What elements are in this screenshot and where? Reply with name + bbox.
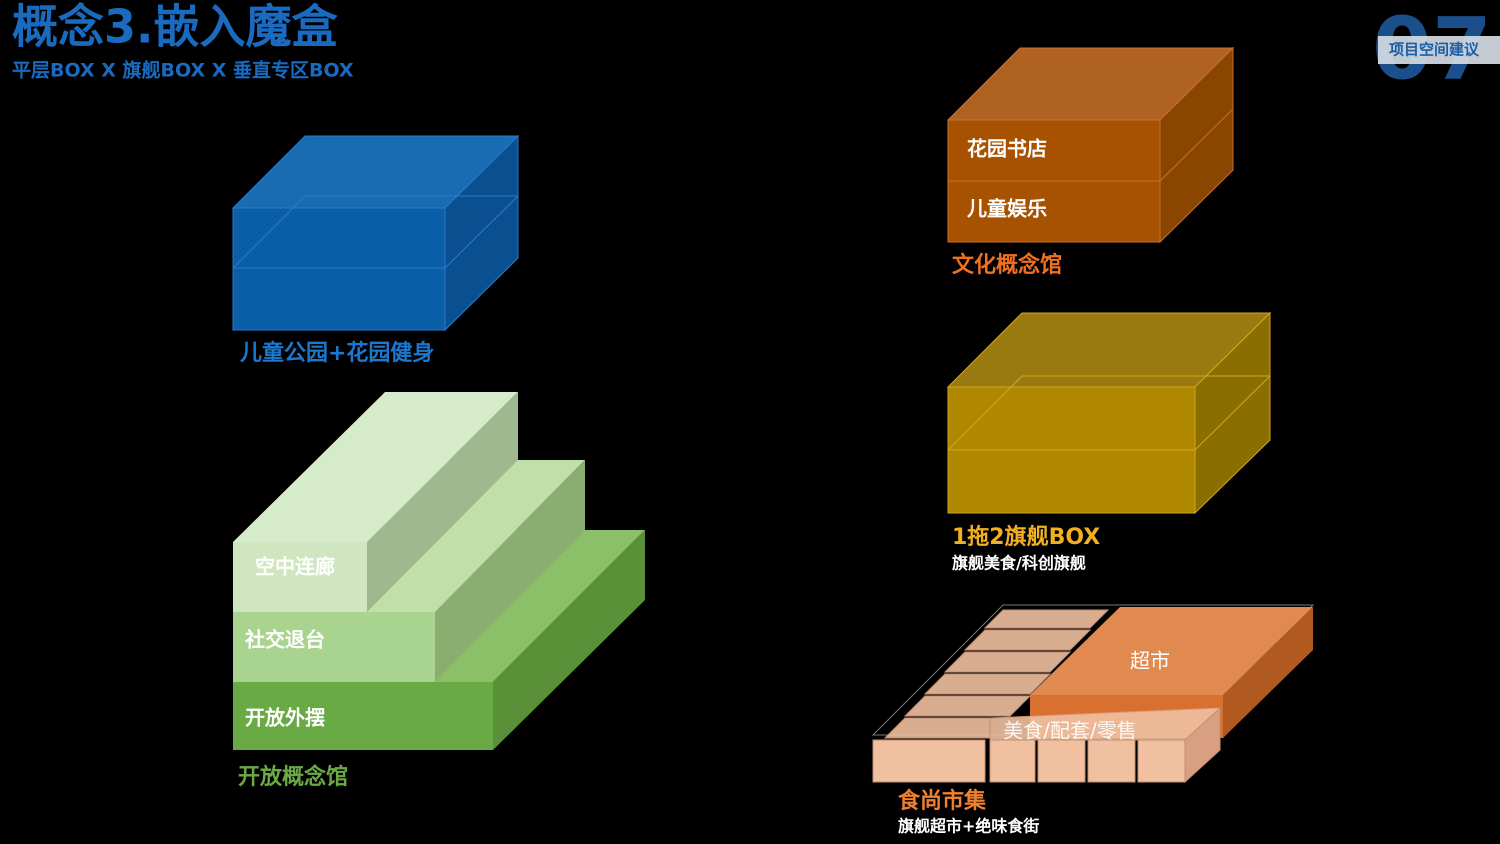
box-label: 1拖2旗舰BOX — [952, 524, 1100, 550]
box-sublabel: 旗舰超市+绝味食街 — [898, 817, 1039, 836]
layer-label: 社交退台 — [244, 628, 325, 652]
layer-label: 空中连廊 — [255, 555, 335, 579]
green-steps — [233, 392, 645, 750]
box-label: 食尚市集 — [898, 788, 987, 814]
blue-box — [231, 134, 520, 332]
section-tag: 项目空间建议 — [1389, 41, 1480, 59]
box-sublabel: 旗舰美食/科创旗舰 — [952, 554, 1086, 573]
orange-box — [946, 46, 1235, 244]
layer-label: 美食/配套/零售 — [1003, 719, 1136, 743]
subtitle: 平层BOX X 旗舰BOX X 垂直专区BOX — [12, 59, 354, 82]
gold-box — [946, 311, 1272, 515]
box-label: 文化概念馆 — [952, 252, 1062, 278]
box-label: 开放概念馆 — [238, 764, 348, 790]
layer-label: 儿童娱乐 — [966, 197, 1047, 221]
layer-label: 花园书店 — [967, 137, 1047, 161]
layer-label: 超市 — [1130, 649, 1170, 673]
box-label: 儿童公园+花园健身 — [239, 340, 434, 366]
layer-label: 开放外摆 — [245, 706, 325, 730]
title: 概念3.嵌入魔盒 — [12, 0, 338, 54]
market — [871, 604, 1315, 784]
section-tag-bg — [1378, 36, 1500, 64]
